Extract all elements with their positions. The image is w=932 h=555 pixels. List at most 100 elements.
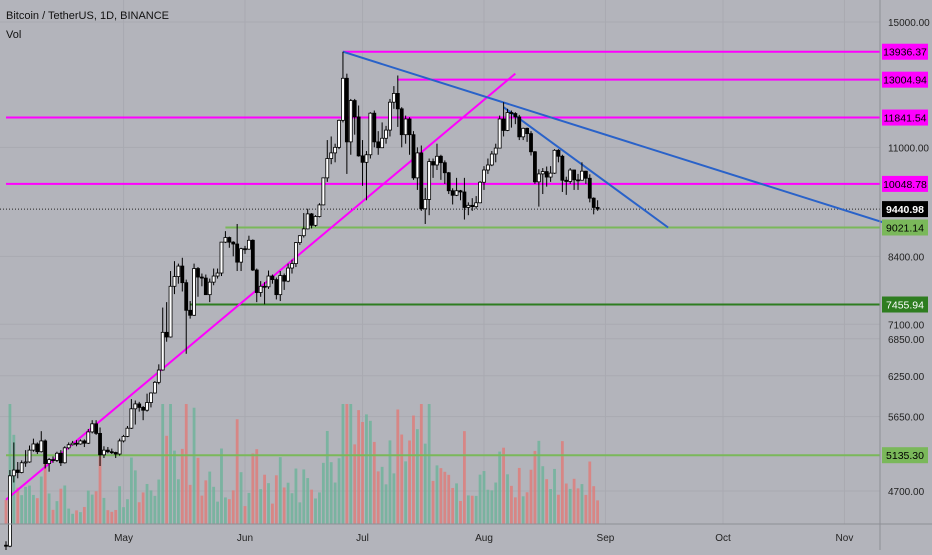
candle-body — [525, 127, 529, 135]
y-tick-label: 15000.00 — [888, 18, 930, 29]
volume-bar — [588, 461, 592, 524]
candle-body — [121, 435, 126, 442]
y-tick-label: 11000.00 — [888, 143, 929, 154]
volume-bar — [459, 500, 462, 524]
candle-body — [117, 440, 122, 455]
candle-body — [438, 155, 443, 164]
volume-bar — [298, 502, 302, 524]
volume-bar — [28, 485, 31, 524]
volume-bar — [176, 479, 180, 524]
volume-bar — [75, 510, 78, 524]
candle-body — [243, 248, 247, 251]
trendlines — [5, 50, 900, 501]
candle-body — [384, 129, 388, 139]
candle-body — [454, 190, 459, 196]
volume-bar — [106, 510, 110, 524]
volume-bar — [267, 483, 270, 524]
candle-body — [11, 469, 16, 477]
candle-body — [203, 277, 208, 296]
candle-body — [55, 452, 59, 461]
candle-body — [250, 239, 255, 271]
candle-body — [568, 169, 573, 182]
candle-body — [423, 199, 428, 210]
volume-bar — [533, 450, 537, 524]
volume-bar — [529, 469, 533, 524]
volume-bar — [572, 478, 576, 524]
candle-body — [380, 137, 385, 149]
volume-bar — [20, 495, 24, 524]
volume-bar — [302, 469, 306, 524]
candle-body — [395, 93, 400, 110]
candle-body — [219, 241, 224, 274]
candle-body — [364, 154, 369, 163]
volume-bar — [584, 494, 588, 524]
candle-body — [211, 275, 216, 283]
volume-bar — [404, 461, 408, 524]
candle-body — [493, 147, 498, 155]
volume-bar — [259, 489, 263, 524]
price-label: 5135.30 — [886, 450, 924, 462]
candle-body — [407, 118, 412, 136]
candle-body — [70, 442, 75, 446]
candle-body — [294, 242, 298, 265]
candle-body — [533, 151, 537, 183]
candle-body — [184, 282, 189, 311]
candle-body — [344, 77, 349, 143]
volume-bar — [278, 457, 282, 524]
volume-bar — [145, 483, 149, 524]
candle-body — [352, 100, 357, 118]
volume-bar — [513, 497, 517, 524]
candle-body — [505, 112, 510, 131]
volume-bar — [169, 404, 172, 524]
candles — [4, 51, 600, 553]
volume-bar — [396, 409, 400, 524]
candle-body — [297, 235, 302, 244]
candle-body — [152, 381, 157, 394]
current-price-label: 9440.98 — [886, 204, 924, 216]
volume-bar — [553, 468, 556, 524]
volume-bar — [498, 451, 502, 524]
candle-body — [78, 440, 83, 445]
candle-body — [486, 164, 490, 171]
volume-bar — [470, 495, 474, 524]
volume-bar — [98, 438, 102, 524]
volume-bar — [43, 459, 47, 524]
volume-bar — [247, 492, 251, 524]
price-label-box — [882, 109, 928, 126]
volume-bar — [137, 502, 141, 524]
volume-bar — [271, 503, 274, 524]
volume-bar — [71, 513, 75, 524]
volume-bar — [306, 478, 310, 524]
volume-bar — [200, 495, 204, 524]
volume-bar — [451, 487, 455, 524]
candle-body — [4, 544, 8, 547]
candle-body — [82, 440, 87, 444]
volume-bar — [184, 404, 188, 524]
volume-bar — [63, 485, 67, 524]
candle-body — [176, 265, 181, 277]
volume-bar — [549, 489, 553, 524]
volume-bar — [592, 486, 596, 524]
volume-bar — [443, 471, 447, 524]
volume-bar — [8, 404, 12, 524]
y-tick-label: 8400.00 — [888, 252, 925, 263]
x-tick-label: Jun — [237, 533, 253, 544]
volume-bar — [376, 471, 380, 524]
candle-body — [58, 452, 63, 464]
volume-bar — [255, 449, 259, 524]
symbol-title: Bitcoin / TetherUS, 1D, BINANCE — [6, 10, 170, 22]
candle-body — [43, 440, 48, 464]
price-label-box — [882, 447, 928, 464]
volume-bar — [490, 490, 494, 524]
candle-body — [450, 190, 455, 196]
candle-body — [470, 204, 475, 207]
candle-body — [548, 172, 553, 178]
volume-bar — [427, 404, 431, 524]
volume-bar — [474, 495, 478, 524]
candle-body — [313, 216, 318, 226]
candle-body — [560, 155, 565, 181]
price-label: 11841.54 — [883, 113, 926, 125]
candle-body — [62, 447, 67, 464]
